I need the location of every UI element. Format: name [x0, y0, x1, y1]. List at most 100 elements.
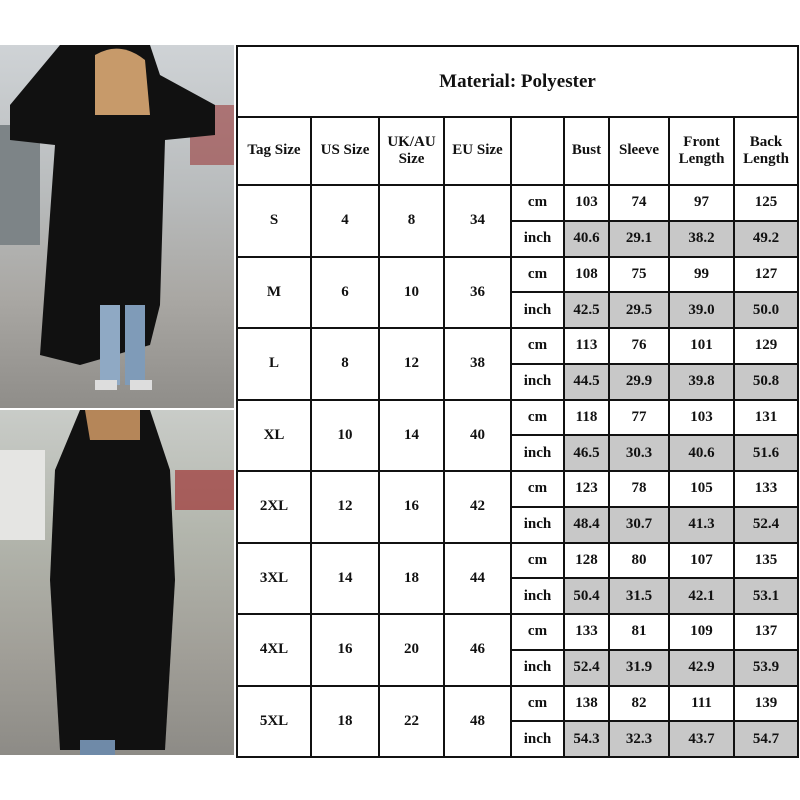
unit-inch-label: inch	[510, 291, 565, 329]
size-chart-table: Material: Polyester Tag Size US Size UK/AU…	[236, 45, 799, 758]
inch-value-cell: 29.1	[608, 219, 670, 258]
us-size-cell: 8	[310, 327, 380, 401]
cm-value-cell: 77	[608, 398, 670, 437]
table-row: inch 44.5 29.9 39.8 50.8	[237, 362, 799, 401]
eu-size-cell: 48	[443, 684, 512, 758]
eu-size-cell: 38	[443, 327, 512, 401]
cm-value-cell: 76	[608, 327, 670, 365]
inch-value-cell: 49.2	[733, 219, 799, 258]
cm-value-cell: 127	[733, 255, 799, 294]
cm-value-cell: 128	[563, 541, 610, 580]
inch-value-cell: 42.1	[668, 577, 735, 615]
cm-value-cell: 75	[608, 255, 670, 294]
cm-value-cell: 113	[563, 327, 610, 365]
header-us-size: US Size	[310, 116, 380, 186]
cm-value-cell: 129	[733, 327, 799, 365]
cm-value-cell: 135	[733, 541, 799, 580]
table-row: inch 40.6 29.1 38.2 49.2	[237, 219, 799, 258]
inch-value-cell: 46.5	[563, 434, 610, 472]
cm-value-cell: 125	[733, 184, 799, 222]
inch-value-cell: 52.4	[563, 648, 610, 687]
unit-inch-label: inch	[510, 362, 565, 401]
uk-au-size-cell: 8	[378, 184, 445, 258]
cm-value-cell: 97	[668, 184, 735, 222]
uk-au-size-cell: 16	[378, 470, 445, 544]
tag-size-cell: 5XL	[236, 684, 312, 758]
inch-value-cell: 53.1	[733, 577, 799, 615]
inch-value-cell: 48.4	[563, 505, 610, 544]
uk-au-size-cell: 10	[378, 255, 445, 329]
eu-size-cell: 40	[443, 398, 512, 472]
inch-value-cell: 50.4	[563, 577, 610, 615]
unit-inch-label: inch	[510, 720, 565, 758]
cm-value-cell: 82	[608, 684, 670, 723]
inch-value-cell: 29.5	[608, 291, 670, 329]
eu-size-cell: 42	[443, 470, 512, 544]
cm-value-cell: 103	[668, 398, 735, 437]
tag-size-cell: M	[236, 255, 312, 329]
header-sleeve: Sleeve	[608, 116, 670, 186]
inch-value-cell: 31.9	[608, 648, 670, 687]
unit-inch-label: inch	[510, 505, 565, 544]
tag-size-cell: L	[236, 327, 312, 401]
unit-cm-label: cm	[510, 398, 565, 437]
inch-value-cell: 54.7	[733, 720, 799, 758]
uk-au-size-cell: 22	[378, 684, 445, 758]
us-size-cell: 18	[310, 684, 380, 758]
tag-size-cell: 3XL	[236, 541, 312, 615]
tag-size-cell: S	[236, 184, 312, 258]
table-row: XL 10 14 40 cm 118 77 103 131	[236, 398, 799, 472]
inch-value-cell: 30.3	[608, 434, 670, 472]
inch-value-cell: 42.9	[668, 648, 735, 687]
inch-value-cell: 31.5	[608, 577, 670, 615]
header-tag-size: Tag Size	[236, 116, 312, 186]
product-photo-back	[0, 410, 234, 755]
unit-cm-label: cm	[510, 613, 565, 651]
header-front-length: Front Length	[668, 116, 735, 186]
cm-value-cell: 101	[668, 327, 735, 365]
table-row: inch 52.4 31.9 42.9 53.9	[237, 648, 799, 687]
header-eu-size: EU Size	[443, 116, 512, 186]
uk-au-size-cell: 20	[378, 613, 445, 687]
inch-value-cell: 40.6	[563, 219, 610, 258]
inch-value-cell: 42.5	[563, 291, 610, 329]
header-bust: Bust	[563, 116, 610, 186]
inch-value-cell: 39.8	[668, 362, 735, 401]
inch-value-cell: 41.3	[668, 505, 735, 544]
table-row: inch 46.5 30.3 40.6 51.6	[237, 434, 799, 472]
unit-cm-label: cm	[510, 184, 565, 222]
cm-value-cell: 108	[563, 255, 610, 294]
cm-value-cell: 138	[563, 684, 610, 723]
table-row: 3XL 14 18 44 cm 128 80 107 135	[236, 541, 799, 615]
cm-value-cell: 133	[733, 470, 799, 508]
unit-cm-label: cm	[510, 684, 565, 723]
cm-value-cell: 111	[668, 684, 735, 723]
unit-cm-label: cm	[510, 327, 565, 365]
inch-value-cell: 32.3	[608, 720, 670, 758]
inch-value-cell: 44.5	[563, 362, 610, 401]
unit-cm-label: cm	[510, 541, 565, 580]
eu-size-cell: 46	[443, 613, 512, 687]
cm-value-cell: 123	[563, 470, 610, 508]
table-row: inch 48.4 30.7 41.3 52.4	[237, 505, 799, 544]
unit-inch-label: inch	[510, 434, 565, 472]
table-row: M 6 10 36 cm 108 75 99 127	[236, 255, 799, 329]
cm-value-cell: 81	[608, 613, 670, 651]
uk-au-size-cell: 12	[378, 327, 445, 401]
cm-value-cell: 80	[608, 541, 670, 580]
uk-au-size-cell: 14	[378, 398, 445, 472]
cm-value-cell: 118	[563, 398, 610, 437]
inch-value-cell: 53.9	[733, 648, 799, 687]
tag-size-cell: 4XL	[236, 613, 312, 687]
us-size-cell: 16	[310, 613, 380, 687]
inch-value-cell: 54.3	[563, 720, 610, 758]
inch-value-cell: 43.7	[668, 720, 735, 758]
us-size-cell: 14	[310, 541, 380, 615]
tag-size-cell: 2XL	[236, 470, 312, 544]
tag-size-cell: XL	[236, 398, 312, 472]
cm-value-cell: 74	[608, 184, 670, 222]
material-title: Material: Polyester	[236, 45, 799, 118]
header-unit	[510, 116, 565, 186]
inch-value-cell: 30.7	[608, 505, 670, 544]
cm-value-cell: 103	[563, 184, 610, 222]
